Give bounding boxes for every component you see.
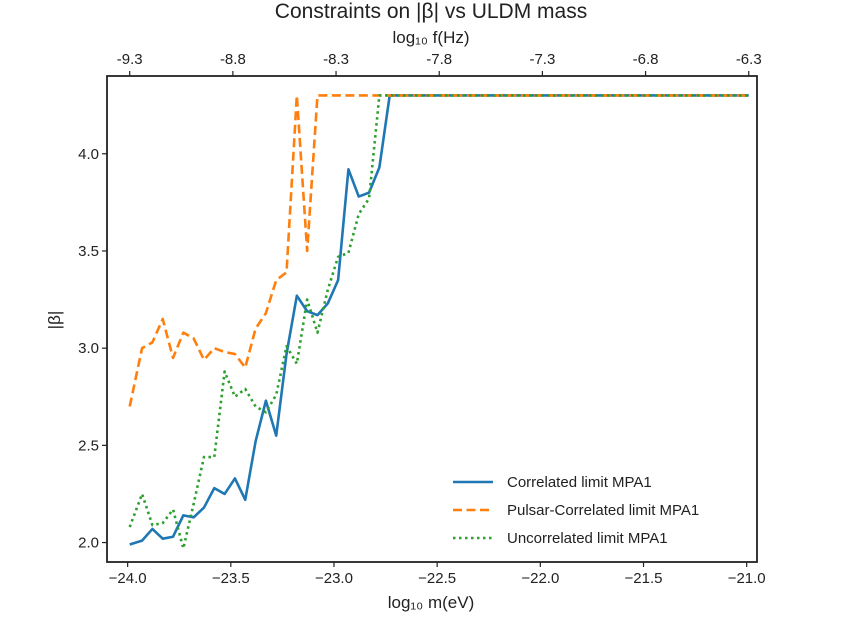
top-tick-label: -8.3 bbox=[323, 51, 349, 68]
x-tick-label: −21.0 bbox=[728, 570, 766, 587]
series-line-3 bbox=[128, 94, 749, 550]
y-axis-label: |β| bbox=[45, 311, 64, 330]
plot-frame bbox=[106, 75, 758, 563]
plot-background bbox=[107, 76, 757, 562]
x-tick-label: −21.5 bbox=[625, 570, 663, 587]
top-tick-label: -8.8 bbox=[220, 51, 246, 68]
x-tick-label: −22.5 bbox=[418, 570, 456, 587]
legend-label-3: Uncorrelated limit MPA1 bbox=[507, 530, 668, 547]
y-tick-label: 3.5 bbox=[78, 243, 99, 260]
y-tick-label: 4.0 bbox=[78, 146, 99, 163]
top-tick-label: -7.3 bbox=[529, 51, 555, 68]
x-tick-label: −22.0 bbox=[521, 570, 559, 587]
legend: Correlated limit MPA1 Pulsar-Correlated l… bbox=[453, 474, 699, 547]
plot-area bbox=[106, 75, 758, 563]
top-axis-label: log₁₀ f(Hz) bbox=[392, 28, 469, 47]
top-tick-label: -7.8 bbox=[426, 51, 452, 68]
top-tick-label: -6.3 bbox=[736, 51, 762, 68]
top-tick-label: -6.8 bbox=[633, 51, 659, 68]
y-tick-label: 2.5 bbox=[78, 437, 99, 454]
x-tick-label: −24.0 bbox=[109, 570, 147, 587]
legend-label-2: Pulsar-Correlated limit MPA1 bbox=[507, 502, 699, 519]
y-tick-label: 3.0 bbox=[78, 340, 99, 357]
x-axis-label: log₁₀ m(eV) bbox=[388, 593, 474, 612]
legend-label-1: Correlated limit MPA1 bbox=[507, 474, 652, 491]
chart-title: Constraints on |β| vs ULDM mass bbox=[275, 0, 587, 23]
axis-ticks: −24.0 −23.5 −23.0 −22.5 −22.0 −21.5 −21.0 2.0 2.… bbox=[78, 51, 766, 587]
y-tick-label: 2.0 bbox=[78, 535, 99, 552]
x-tick-label: −23.0 bbox=[315, 570, 353, 587]
top-tick-label: -9.3 bbox=[117, 51, 143, 68]
x-tick-label: −23.5 bbox=[212, 570, 250, 587]
